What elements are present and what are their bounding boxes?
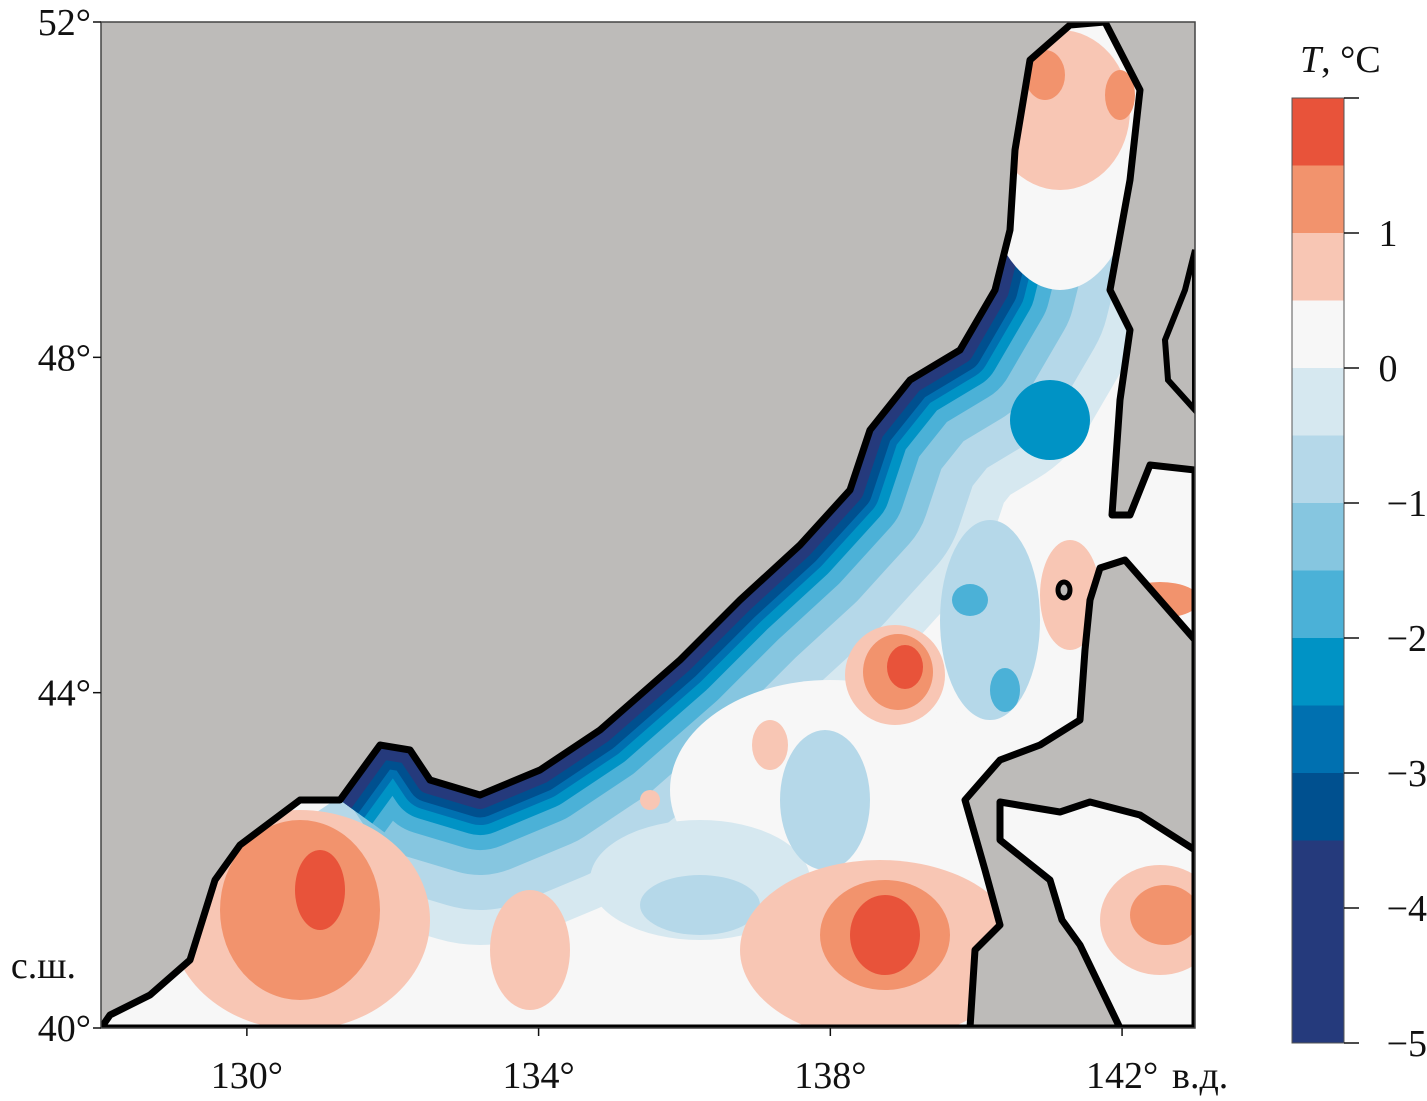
colorbar-bin xyxy=(1292,435,1344,503)
coastline xyxy=(101,22,1195,1028)
hokkaido-land xyxy=(961,556,1195,1028)
y-unit-label: с.ш. xyxy=(11,945,76,987)
warm-contour xyxy=(640,790,660,810)
x-tick-label: 138° xyxy=(794,1055,866,1097)
warm-contour xyxy=(295,850,345,930)
colorbar-tick-label: −5 xyxy=(1387,1023,1427,1065)
colorbar-bin xyxy=(1292,975,1344,1043)
cold-contour xyxy=(952,584,988,616)
x-tick-label: 134° xyxy=(502,1055,574,1097)
colorbar-frame xyxy=(1291,97,1345,1044)
y-tick-label: 40° xyxy=(38,1008,91,1050)
colorbar-bin xyxy=(1292,165,1344,233)
map-frame xyxy=(100,21,1196,1029)
y-tick-label: 44° xyxy=(38,673,91,715)
warm-contour xyxy=(1130,885,1195,945)
warm-contour xyxy=(887,645,923,689)
x-unit-label: в.д. xyxy=(1172,1055,1228,1097)
colorbar-title: T, °C xyxy=(1300,39,1381,81)
cold-contour xyxy=(1010,380,1090,460)
colorbar-tick-label: −1 xyxy=(1387,483,1427,525)
colorbar-bin xyxy=(1292,908,1344,976)
colorbar-bin xyxy=(1292,638,1344,706)
colorbar-bin xyxy=(1292,503,1344,571)
x-tick-label: 142° xyxy=(1086,1055,1158,1097)
colorbar-bin xyxy=(1292,300,1344,368)
colorbar-bin xyxy=(1292,233,1344,301)
cold-contour xyxy=(640,875,760,935)
warm-contour xyxy=(1105,70,1135,120)
y-tick-label: 48° xyxy=(38,337,91,379)
colorbar-tick-label: 0 xyxy=(1379,348,1398,390)
warm-contour xyxy=(1025,50,1065,100)
cold-contour xyxy=(940,520,1040,720)
colorbar-bin xyxy=(1292,705,1344,773)
cold-contour xyxy=(990,668,1020,712)
warm-contour xyxy=(850,895,920,975)
warm-contour xyxy=(490,890,570,1010)
colorbar-bin xyxy=(1292,570,1344,638)
island xyxy=(1055,579,1073,601)
colorbar-tick-label: 1 xyxy=(1379,213,1398,255)
warm-contour xyxy=(752,720,788,770)
colorbar-bin xyxy=(1292,368,1344,436)
colorbar-tick-label: −4 xyxy=(1387,888,1427,930)
y-tick-label: 52° xyxy=(38,2,91,44)
cold-contour xyxy=(780,730,870,870)
colorbar-bin xyxy=(1292,840,1344,908)
colorbar-bin xyxy=(1292,98,1344,166)
colorbar-tick-label: −3 xyxy=(1387,753,1427,795)
sakhalin-land xyxy=(1161,249,1195,415)
colorbar-bin xyxy=(1292,773,1344,841)
x-tick-label: 130° xyxy=(211,1055,283,1097)
colorbar-tick-label: −2 xyxy=(1387,618,1427,660)
